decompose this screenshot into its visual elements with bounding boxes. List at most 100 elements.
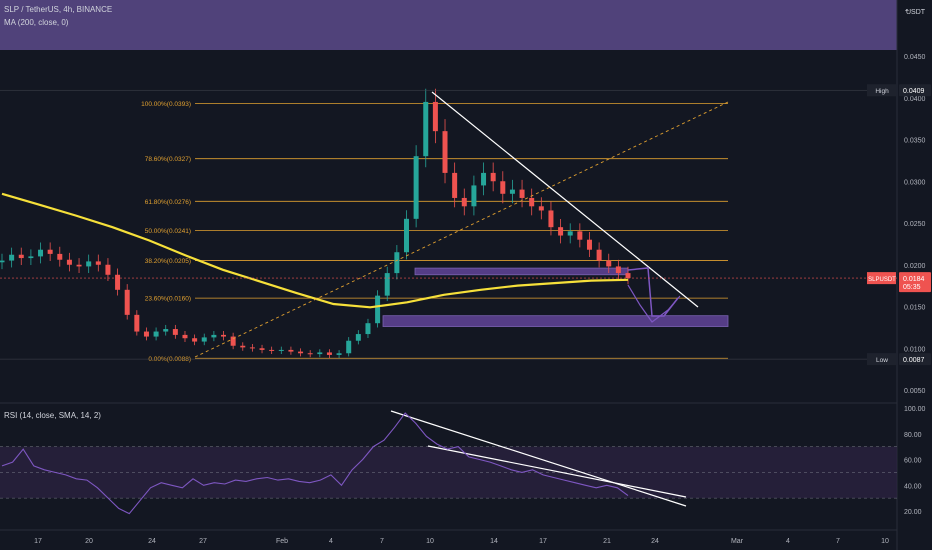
low-badge-label: Low <box>876 357 888 364</box>
candle-body <box>519 189 525 198</box>
candle-body <box>625 273 631 279</box>
time-tick-label: 24 <box>651 538 659 545</box>
time-tick-label: 17 <box>539 538 547 545</box>
high-badge-value: 0.0409 <box>903 88 925 95</box>
candle-body <box>538 206 544 211</box>
candles <box>0 88 631 359</box>
countdown-value: 05:35 <box>903 284 921 291</box>
candle-body <box>365 323 371 335</box>
candle-body <box>577 231 583 240</box>
time-tick-label: 27 <box>199 538 207 545</box>
candle-body <box>278 349 284 351</box>
rsi-legend: RSI (14, close, SMA, 14, 2) <box>4 411 101 420</box>
candle-body <box>124 289 130 315</box>
candle-body <box>384 273 390 296</box>
rsi-trendline-lower <box>427 445 687 498</box>
price-tick-label: 0.0350 <box>904 138 926 145</box>
high-badge-label: High <box>875 88 889 95</box>
time-tick-label: Feb <box>276 538 288 545</box>
time-tick-label: 20 <box>85 538 93 545</box>
candle-body <box>240 345 246 348</box>
candle-body <box>452 172 458 198</box>
candle-body <box>346 340 352 354</box>
high-badge-label-box <box>867 84 896 97</box>
price-tick-label: 0.0100 <box>904 346 926 353</box>
candle-body <box>201 337 207 342</box>
candle-body <box>57 253 63 260</box>
candle-body <box>288 349 294 352</box>
time-tick-label: 4 <box>786 538 790 545</box>
time-tick-label: 4 <box>329 538 333 545</box>
price-tick-label: 0.0200 <box>904 263 926 270</box>
price-tick-label: 0.0250 <box>904 221 926 228</box>
candle-body <box>95 261 101 265</box>
candle-body <box>230 336 236 346</box>
candle-body <box>500 181 506 194</box>
fib-diagonal <box>194 101 729 358</box>
candle-body <box>249 347 255 349</box>
candle-body <box>298 351 304 354</box>
time-tick-label: 7 <box>380 538 384 545</box>
time-tick-label: 14 <box>490 538 498 545</box>
low-badge-value-box <box>899 353 931 366</box>
rsi-band <box>0 446 897 499</box>
candle-body <box>269 349 275 351</box>
rsi-trendline-upper <box>390 410 687 507</box>
currency-label: USDT <box>906 9 926 16</box>
candle-body <box>259 348 265 350</box>
time-tick-label: 10 <box>881 538 889 545</box>
trendlines <box>194 91 729 507</box>
candle-body <box>586 239 592 250</box>
candle-body <box>481 172 487 186</box>
candle-body <box>115 274 121 290</box>
candle-body <box>9 254 15 261</box>
candle-body <box>548 210 554 228</box>
rsi-tick-label: 80.00 <box>904 432 922 439</box>
candle-body <box>461 197 467 207</box>
candle-body <box>567 231 573 236</box>
candle-body <box>355 334 361 341</box>
rsi-tick-label: 60.00 <box>904 458 922 465</box>
ma-line <box>1 192 629 309</box>
fib-label: 23.60%(0.0160) <box>145 296 191 303</box>
rsi-tick-label: 100.00 <box>904 406 926 413</box>
candle-body <box>326 352 332 355</box>
candle-body <box>307 353 313 355</box>
last-value-box <box>899 272 931 293</box>
price-tick-label: 0.0150 <box>904 305 926 312</box>
candle-body <box>28 256 34 259</box>
last-price-value: 0.0184 <box>903 276 925 283</box>
candle-body <box>134 314 140 332</box>
candle-body <box>153 331 159 337</box>
low-badge-value: 0.0087 <box>903 357 925 364</box>
high-badge-value-box <box>899 84 931 97</box>
candle-body <box>0 260 5 263</box>
price-tick-label: 0.0450 <box>904 54 926 61</box>
low-badge-label-box <box>867 353 896 366</box>
candle-body <box>38 249 44 257</box>
candle-body <box>163 329 169 332</box>
fib-label: 50.00%(0.0241) <box>145 228 191 235</box>
fib-label: 38.20%(0.0205) <box>145 258 191 265</box>
candle-body <box>375 295 381 324</box>
candle-body <box>47 249 53 254</box>
candle-body <box>490 172 496 182</box>
chevron-up-icon[interactable]: ⌃ <box>903 8 911 17</box>
candle-body <box>317 352 323 355</box>
candle-body <box>558 227 564 236</box>
last-symbol-label: SLPUSDT <box>868 277 896 283</box>
candle-body <box>509 189 515 194</box>
fib-label: 78.60%(0.0327) <box>145 156 191 163</box>
time-tick-label: 24 <box>148 538 156 545</box>
header-band <box>0 0 897 50</box>
last-symbol-box <box>867 272 896 285</box>
time-tick-label: 7 <box>836 538 840 545</box>
candle-body <box>432 101 438 132</box>
support-zone-upper <box>414 267 629 276</box>
rsi-tick-label: 20.00 <box>904 509 922 516</box>
candle-body <box>336 353 342 355</box>
candle-body <box>182 334 188 339</box>
price-tick-label: 0.0400 <box>904 96 926 103</box>
candle-body <box>86 261 92 267</box>
